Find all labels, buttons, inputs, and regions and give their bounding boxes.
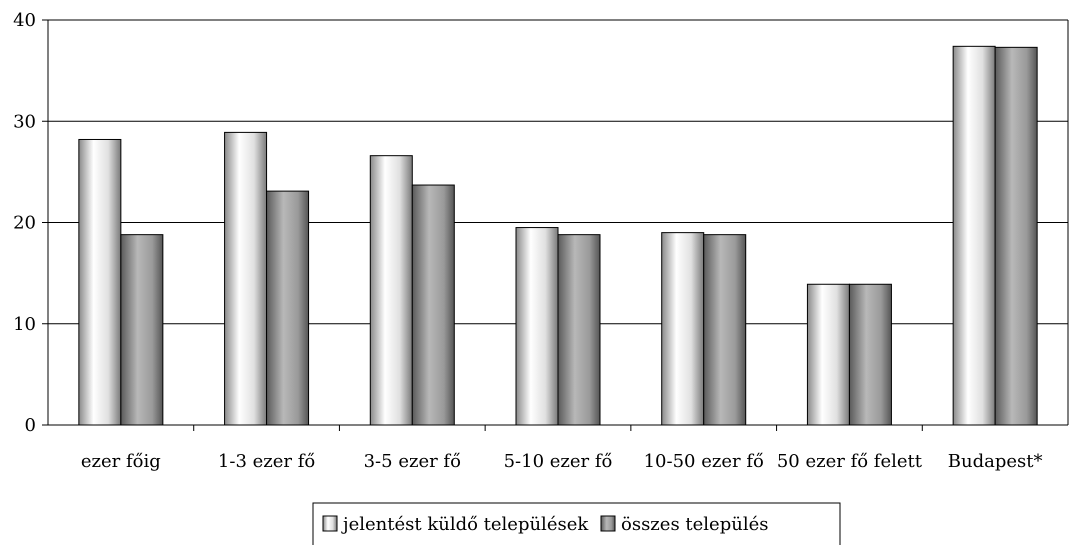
y-tick-label: 0: [25, 415, 36, 436]
tick-labels: 0 10 20 30 40 ezer főig 1-3 ezer fő 3-5 ezer fő…: [13, 10, 1042, 472]
bar-series2-0: [120, 234, 164, 426]
bar-series2-4: [703, 234, 747, 426]
x-tick-label: 3-5 ezer fő: [364, 451, 461, 472]
y-tick-label: 20: [13, 213, 36, 234]
legend-box: [312, 502, 841, 545]
x-tick-label: 5-10 ezer fő: [504, 451, 613, 472]
legend: jelentést küldő települések összes telepü…: [312, 502, 841, 545]
legend-label-series2: összes település: [621, 514, 768, 535]
bar-series1-5: [806, 283, 850, 426]
bar-series1-6: [952, 45, 996, 426]
y-tick-label: 40: [13, 10, 36, 31]
bar-series1-3: [515, 227, 559, 426]
bar-series2-5: [848, 283, 892, 426]
bar-series2-6: [994, 46, 1038, 426]
x-tick-label: 50 ezer fő felett: [777, 451, 923, 472]
bar-series1-0: [78, 138, 122, 426]
x-tick-label: 10-50 ezer fő: [644, 451, 764, 472]
x-tick-label: 1-3 ezer fő: [218, 451, 315, 472]
bar-series2-3: [557, 234, 601, 426]
bar-series2-1: [266, 190, 310, 426]
bar-series1-4: [661, 232, 705, 426]
bar-series1-1: [224, 131, 268, 426]
legend-swatch-series2: [600, 515, 616, 532]
legend-swatch-series1: [322, 515, 338, 532]
axes: [42, 19, 1069, 431]
bar-series2-2: [411, 184, 455, 426]
x-tick-label: ezer főig: [81, 451, 161, 472]
y-tick-label: 30: [13, 111, 36, 132]
bar-series1-2: [369, 155, 413, 426]
y-tick-label: 10: [13, 314, 36, 335]
bars: [78, 45, 1038, 426]
legend-label-series1: jelentést küldő települések: [341, 514, 589, 535]
x-tick-label: Budapest*: [948, 451, 1043, 472]
